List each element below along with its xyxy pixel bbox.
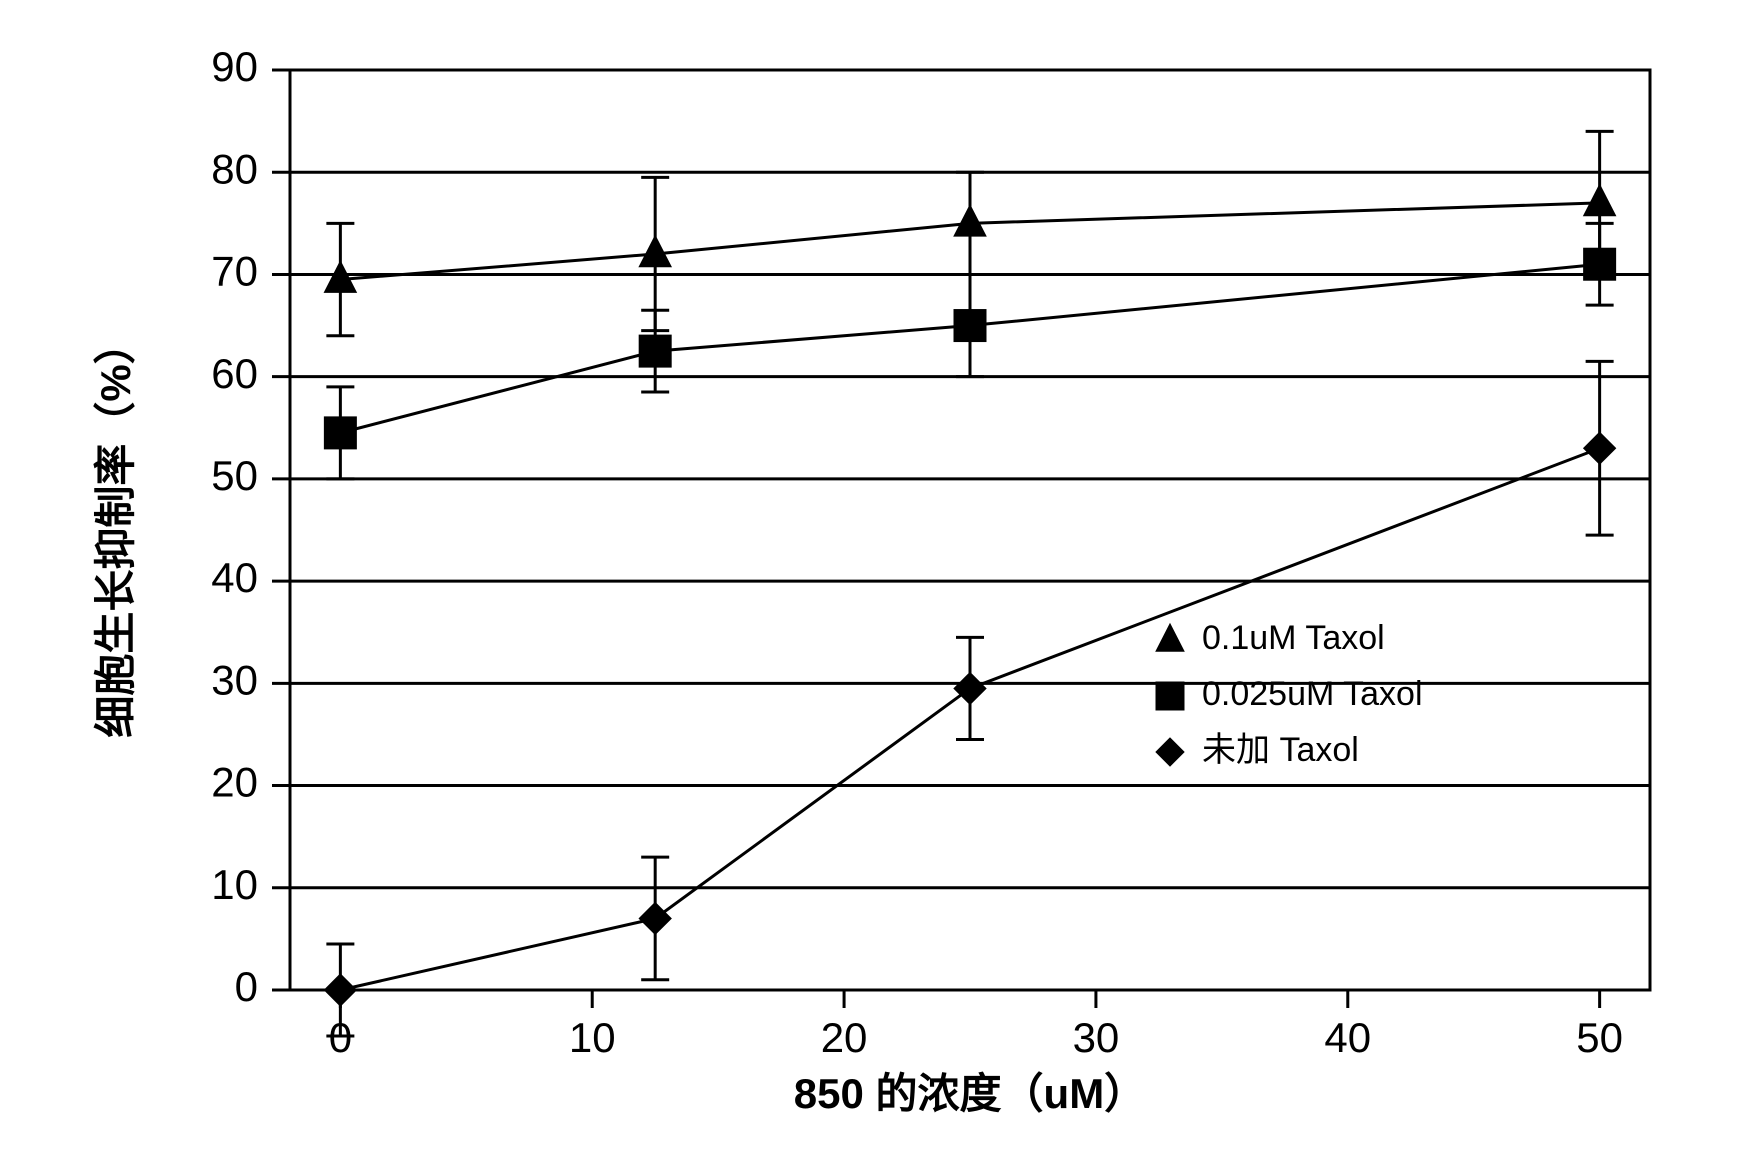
x-tick-label: 40 <box>1324 1014 1371 1061</box>
y-axis-label: 细胞生长抑制率（%） <box>92 322 139 737</box>
x-tick-label: 20 <box>821 1014 868 1061</box>
chart-svg: 010203040506070809001020304050850 的浓度（uM… <box>0 0 1748 1164</box>
y-tick-label: 30 <box>211 656 258 703</box>
chart-container: 010203040506070809001020304050850 的浓度（uM… <box>0 0 1748 1164</box>
y-tick-label: 60 <box>211 350 258 397</box>
y-tick-label: 20 <box>211 759 258 806</box>
x-tick-label: 30 <box>1073 1014 1120 1061</box>
x-axis-label: 850 的浓度（uM） <box>794 1070 1146 1117</box>
y-tick-label: 0 <box>235 963 258 1010</box>
y-tick-label: 10 <box>211 861 258 908</box>
y-tick-label: 70 <box>211 248 258 295</box>
y-tick-label: 90 <box>211 43 258 90</box>
x-tick-label: 10 <box>569 1014 616 1061</box>
legend-label: 0.025uM Taxol <box>1202 675 1423 713</box>
legend-label: 0.1uM Taxol <box>1202 619 1385 657</box>
legend-label: 未加 Taxol <box>1202 731 1359 769</box>
y-tick-label: 40 <box>211 554 258 601</box>
y-tick-label: 80 <box>211 145 258 192</box>
y-tick-label: 50 <box>211 452 258 499</box>
x-tick-label: 50 <box>1576 1014 1623 1061</box>
